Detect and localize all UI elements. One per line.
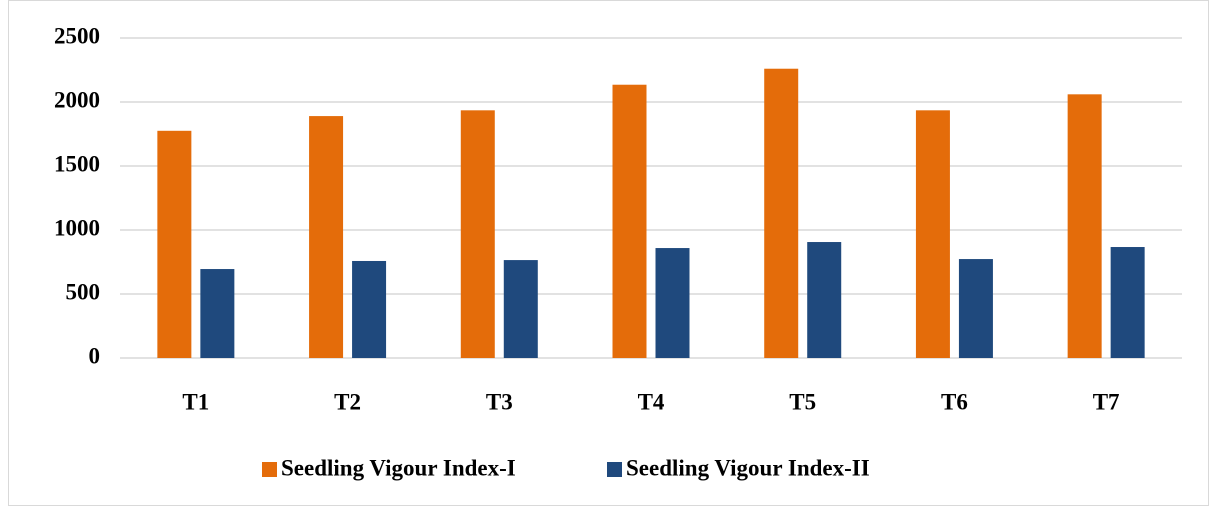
legend-swatch [262, 462, 277, 477]
bar [655, 248, 690, 358]
bar [352, 260, 387, 358]
x-tick-label: T5 [789, 389, 816, 414]
bar [807, 242, 842, 358]
legend-label: Seedling Vigour Index-I [281, 455, 516, 480]
bar [612, 84, 647, 358]
bar [460, 110, 495, 358]
y-tick-label: 2500 [54, 23, 100, 48]
bar [958, 259, 993, 358]
y-tick-label: 1000 [54, 215, 100, 240]
legend-swatch [607, 462, 622, 477]
bar [503, 260, 538, 358]
bar [309, 116, 344, 358]
bar [200, 269, 235, 358]
legend-label: Seedling Vigour Index-II [626, 455, 870, 480]
x-tick-label: T6 [941, 389, 968, 414]
bar [1067, 94, 1102, 358]
y-tick-label: 0 [89, 343, 101, 368]
x-tick-label: T4 [638, 389, 665, 414]
y-tick-label: 1500 [54, 151, 100, 176]
bar [915, 110, 950, 358]
bar [157, 130, 192, 358]
y-tick-label: 500 [66, 279, 101, 304]
y-tick-label: 2000 [54, 87, 100, 112]
bar [764, 68, 799, 358]
bar [1110, 247, 1145, 358]
x-tick-label: T3 [486, 389, 513, 414]
x-tick-label: T7 [1093, 389, 1120, 414]
x-tick-label: T2 [334, 389, 361, 414]
x-tick-label: T1 [182, 389, 209, 414]
